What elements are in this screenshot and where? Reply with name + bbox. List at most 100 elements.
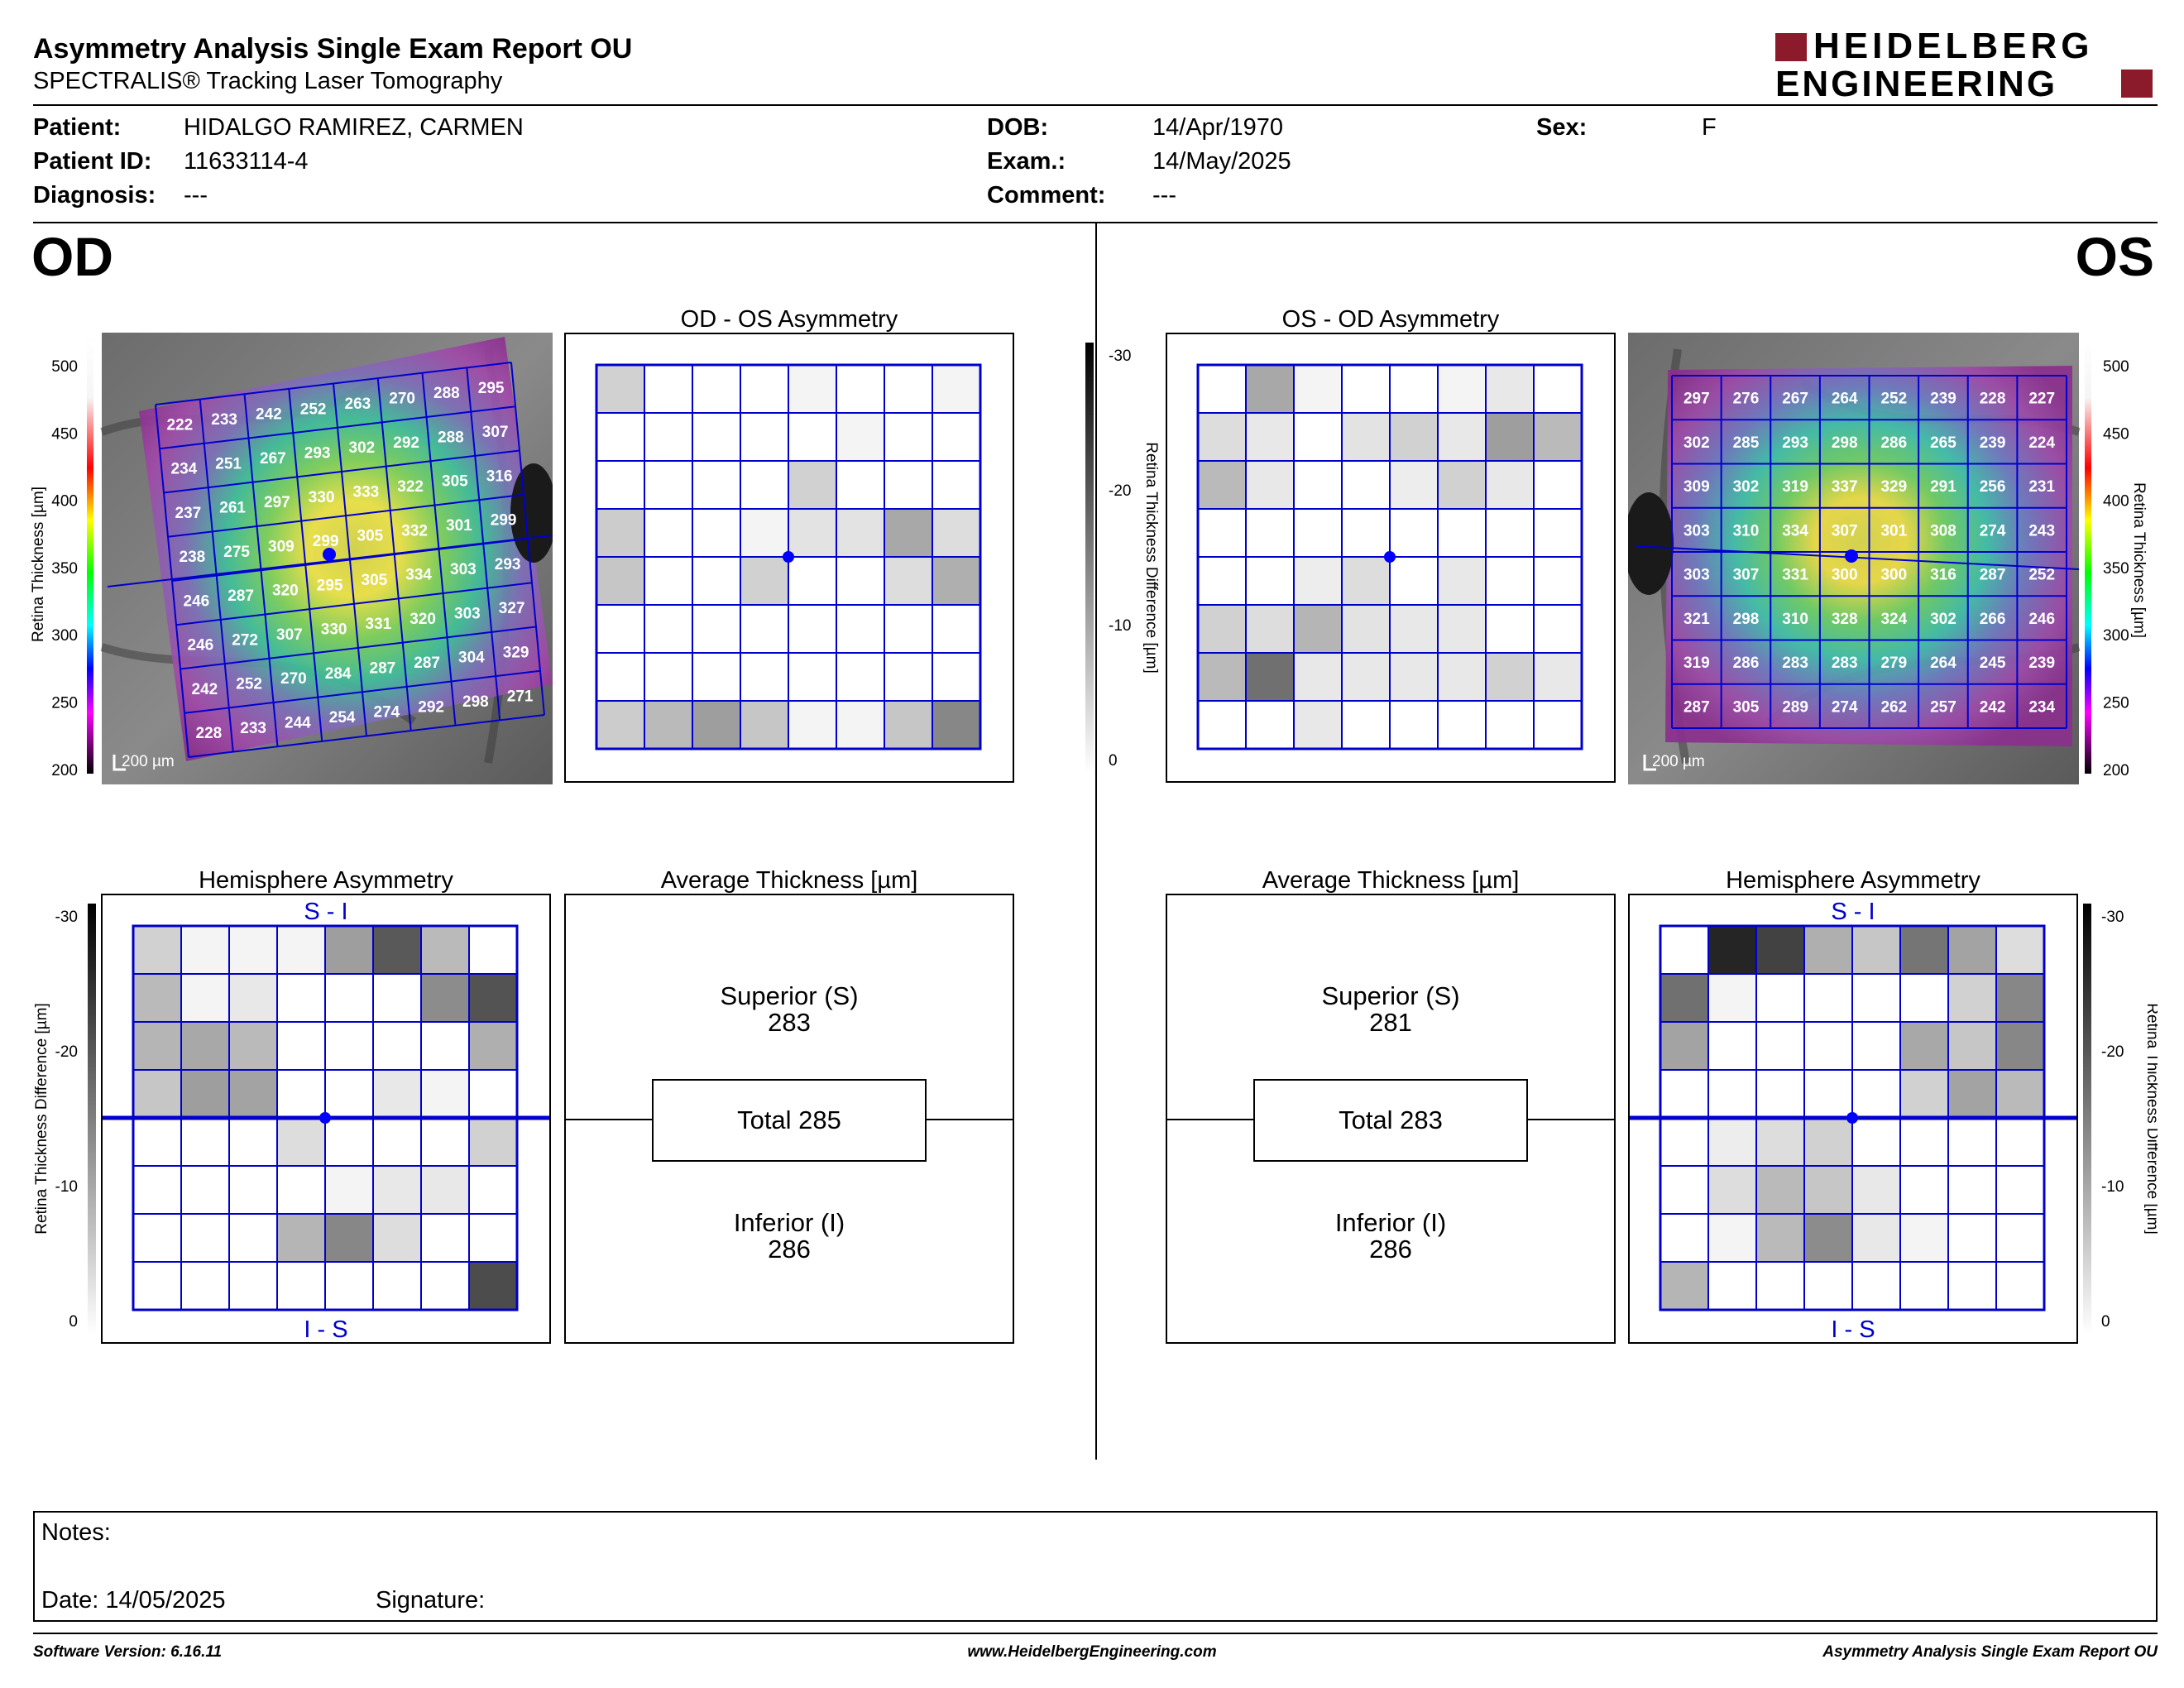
od-asymmetry-cell [740,700,789,750]
od-thickness-value: 244 [285,714,311,731]
os-thickness-tick: 500 [2103,358,2129,376]
os-asymmetry-cell [1485,460,1535,510]
os-hemisphere-cell [1660,1261,1709,1311]
os-thickness-value: 242 [1980,698,2006,716]
od-asymmetry-cell [788,412,837,462]
od-asymmetry-cell [836,652,885,702]
os-hemisphere-cell [1851,973,1901,1023]
heidelberg-logo: HEIDELBERG ENGINEERING [1775,26,2156,104]
os-thickness-value: 324 [1880,611,1907,628]
os-thickness-value: 239 [1930,391,1956,408]
patient-label: Patient: [33,114,122,141]
notes-date: Date: 14/05/2025 [41,1587,226,1614]
notes-box[interactable]: Notes: Date: 14/05/2025 Signature: [33,1511,2158,1622]
os-thickness-value: 307 [1832,522,1858,539]
os-asymmetry-cell [1389,556,1439,606]
od-hemisphere-grid: S - I I - S [103,899,549,1343]
od-hemisphere-cell [276,1165,326,1215]
od-hemisphere-cell [324,973,374,1023]
od-hemisphere-cell [468,1117,518,1167]
od-asymmetry-cell [596,652,645,702]
os-asymmetry-cell [1533,700,1583,750]
os-thickness-value: 316 [1930,567,1956,584]
os-hemisphere-cell [1899,1165,1949,1215]
footer-website[interactable]: www.HeidelbergEngineering.com [967,1643,1217,1661]
od-thickness-value: 267 [260,450,286,468]
os-thickness-value: 265 [1930,434,1956,452]
od-hemisphere-difference-tick: -30 [55,909,78,926]
od-asymmetry-cell [836,412,885,462]
od-hemisphere-cell [132,1069,182,1119]
os-thickness-value: 274 [1832,698,1858,716]
od-hemisphere-cell [132,1117,182,1167]
center-difference-tick: -30 [1109,348,1131,365]
os-asymmetry-cell [1341,508,1391,558]
os-average-title: Average Thickness [µm] [1262,867,1520,894]
od-asymmetry-cell [884,460,933,510]
footer-report-name: Asymmetry Analysis Single Exam Report OU [1822,1643,2158,1661]
os-thickness-value: 300 [1832,567,1858,584]
od-asymmetry-cell [596,508,645,558]
os-asymmetry-cell [1389,460,1439,510]
os-asymmetry-cell [1437,508,1487,558]
report-subtitle: SPECTRALIS® Tracking Laser Tomography [33,68,503,94]
footer-divider [33,1633,2158,1634]
os-thickness-value: 283 [1832,655,1858,672]
os-hemisphere-cell [1851,925,1901,975]
od-thickness-value: 287 [414,655,440,672]
os-asymmetry-cell [1533,460,1583,510]
os-asymmetry-cell [1293,508,1343,558]
os-thickness-tick: 200 [2103,762,2129,779]
os-hemisphere-cell [1660,1165,1709,1215]
od-hemisphere-cell [420,1261,470,1311]
od-thickness-value: 320 [272,583,299,600]
os-asymmetry-cell [1485,700,1535,750]
od-thickness-value: 299 [491,512,517,530]
od-hemisphere-cell [276,1021,326,1071]
os-asymmetry-cell [1293,412,1343,462]
od-asymmetry-cell [740,460,789,510]
od-hemisphere-cell [180,973,230,1023]
od-asymmetry-cell [644,412,693,462]
od-hemisphere-cell [180,1213,230,1263]
od-asymmetry-cell [692,652,741,702]
os-hemisphere-axis-label: Retina Thickness Difference [µm] [2143,1003,2158,1235]
od-asymmetry-cell [644,460,693,510]
os-hemisphere-cell [1755,1165,1805,1215]
od-asymmetry-cell [884,412,933,462]
od-hemisphere-top-label: S - I [304,899,347,925]
os-thickness-value: 286 [1733,655,1760,672]
od-hemisphere-cell [276,1213,326,1263]
os-thickness-value: 245 [1980,655,2006,672]
os-asymmetry-cell [1341,652,1391,702]
os-hemisphere-cell [1947,1165,1997,1215]
os-hemisphere-grid: S - I I - S [1630,899,2076,1343]
od-hemisphere-cell [372,1069,422,1119]
os-thickness-value: 302 [1930,611,1956,628]
os-thickness-value: 298 [1733,611,1760,628]
os-thickness-value: 321 [1684,611,1710,628]
os-superior-value: 281 [1369,1008,1412,1037]
od-asymmetry-cell [596,460,645,510]
patient-divider [33,222,2158,223]
od-asymmetry-cell [596,556,645,606]
header-divider [33,104,2158,106]
od-hemisphere-cell [372,1261,422,1311]
od-thickness-value: 304 [458,650,485,667]
od-asymmetry-cell [740,412,789,462]
os-asymmetry-cell [1341,460,1391,510]
od-asymmetry-cell [932,460,981,510]
od-total-box: Total 285 [652,1079,927,1162]
os-total-label: Total 283 [1339,1105,1443,1134]
os-asymmetry-cell [1485,652,1535,702]
os-asymmetry-cell [1293,460,1343,510]
os-hemisphere-cell [1851,1117,1901,1167]
patient-name: HIDALGO RAMIREZ, CARMEN [184,114,524,141]
od-asymmetry-cell [788,652,837,702]
os-asymmetry-cell [1437,556,1487,606]
od-scale-bar-icon [113,755,126,771]
od-hemisphere-cell [372,1213,422,1263]
os-thickness-value: 303 [1684,567,1710,584]
center-difference-tick: -10 [1109,617,1131,635]
od-thickness-value: 234 [171,461,198,478]
